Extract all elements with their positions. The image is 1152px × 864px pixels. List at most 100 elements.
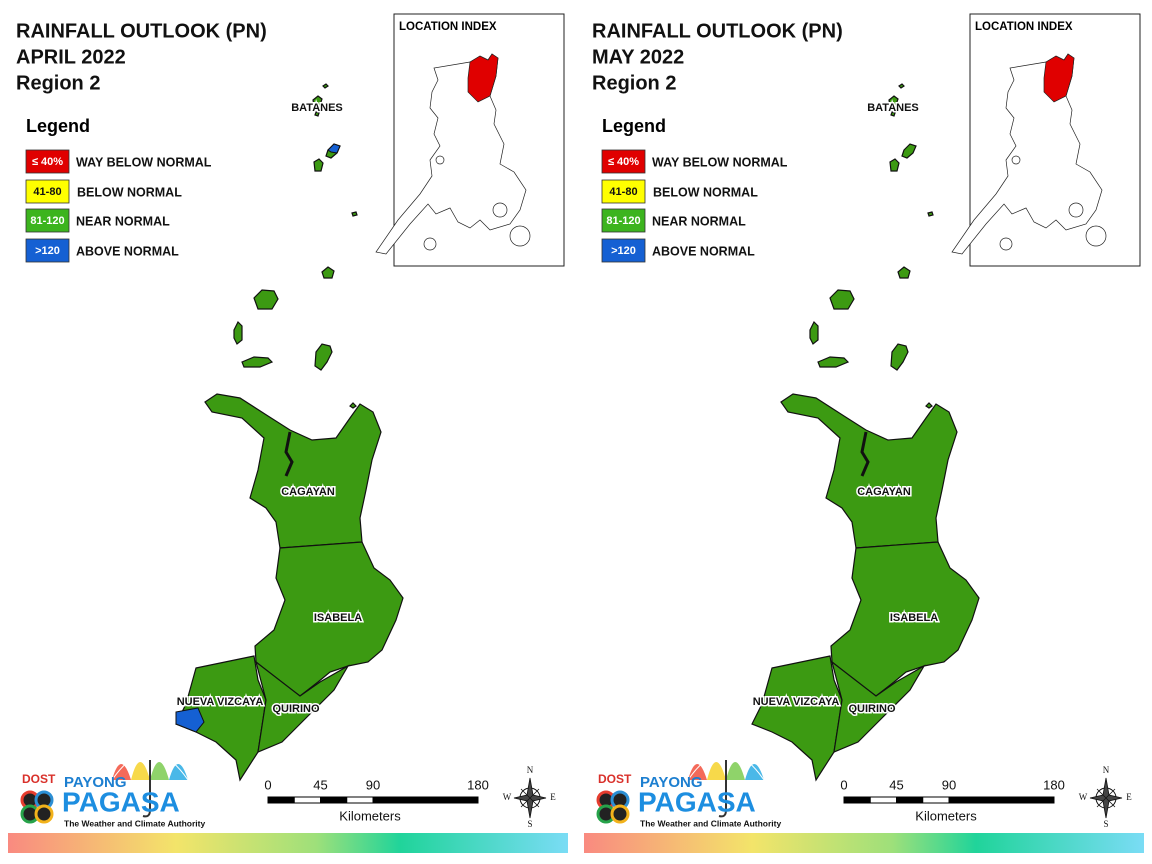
highlight-area <box>327 143 341 154</box>
legend-label: ABOVE NORMAL <box>76 244 179 258</box>
umbrella-handle <box>142 760 151 818</box>
logo-line2: PAGASA <box>638 786 756 817</box>
compass-letter: W <box>503 792 512 802</box>
province-label: QUIRINO <box>272 703 320 715</box>
province-shape <box>927 211 934 217</box>
island-outline <box>492 202 508 218</box>
compass-letter: N <box>1103 765 1110 775</box>
compass-letter: E <box>1126 792 1132 802</box>
legend-swatch <box>601 208 646 233</box>
logo-line1: PAYONG <box>64 774 127 791</box>
umbrella-panel <box>131 762 150 780</box>
province-label: NUEVA VIZCAYA <box>753 696 840 708</box>
boundary <box>284 431 294 477</box>
legend-swatch-text: 81-120 <box>30 215 64 227</box>
province-shape <box>254 660 350 753</box>
province-shape <box>901 143 917 159</box>
umbrella-panel <box>707 762 726 780</box>
compass-letter: S <box>1103 819 1108 829</box>
region-outline <box>1043 53 1075 103</box>
legend-label: WAY BELOW NORMAL <box>652 155 788 169</box>
province-label: QUIRINO <box>848 703 896 715</box>
title-line: Region 2 <box>16 72 100 94</box>
province-shape <box>204 393 382 549</box>
province-shape <box>897 266 911 279</box>
province-shape <box>233 320 243 345</box>
scale-segment <box>293 796 321 804</box>
scale-unit: Kilometers <box>339 808 401 823</box>
location-index-title: LOCATION INDEX <box>975 21 1073 33</box>
province-label: ISABELA <box>890 612 938 624</box>
province-shape <box>925 402 933 409</box>
province-shape <box>829 289 855 310</box>
logo-umbrella <box>111 752 189 818</box>
legend-label: WAY BELOW NORMAL <box>76 155 212 169</box>
compass-letter: E <box>550 792 556 802</box>
province-shape <box>321 266 335 279</box>
scale-label: 45 <box>313 777 327 792</box>
province-shape <box>313 158 324 172</box>
scale-unit: Kilometers <box>915 808 977 823</box>
legend-swatch <box>25 179 70 204</box>
province-label: BATANES <box>291 102 343 114</box>
province-shape <box>888 95 899 107</box>
legend-swatch-text: ≤ 40% <box>32 156 63 168</box>
umbrella-top <box>111 752 189 781</box>
province-label: ISABELA <box>314 612 362 624</box>
legend-label: BELOW NORMAL <box>653 185 758 199</box>
province-label: BATANES <box>867 102 919 114</box>
legend-swatch-text: 41-80 <box>609 186 637 198</box>
compass-star <box>1089 777 1123 819</box>
dost-dot <box>610 804 630 824</box>
island-outline <box>999 237 1013 251</box>
legend-label: ABOVE NORMAL <box>652 244 755 258</box>
umbrella-panel <box>112 764 131 780</box>
island-outline <box>1011 155 1021 165</box>
logo-tagline: The Weather and Climate Authority <box>64 818 205 828</box>
scale-segment <box>320 796 348 804</box>
umbrella-panel <box>745 764 764 780</box>
province-shape <box>890 111 896 117</box>
province-shape <box>241 356 274 368</box>
province-label: NUEVA VIZCAYA <box>177 696 264 708</box>
scale-label: 90 <box>366 777 380 792</box>
boundary <box>860 431 870 477</box>
region-outline <box>467 53 499 103</box>
legend-swatch <box>601 149 646 174</box>
island-outline <box>1068 202 1084 218</box>
province-label: CAGAYAN <box>281 486 335 498</box>
scale-label: 45 <box>889 777 903 792</box>
logo-umbrella <box>687 752 765 818</box>
province-shape <box>322 83 329 89</box>
compass-letter: W <box>1079 792 1088 802</box>
scale-segment <box>372 796 479 804</box>
legend-swatch-text: >120 <box>35 245 60 257</box>
province-shape <box>312 95 323 107</box>
compass-star <box>513 777 547 819</box>
legend-title: Legend <box>26 116 90 136</box>
title-line: RAINFALL OUTLOOK (PN) <box>16 20 267 42</box>
province-label: CAGAYAN <box>857 486 911 498</box>
scale-segment <box>896 796 924 804</box>
highlight-area <box>175 707 205 733</box>
province-shape <box>898 83 905 89</box>
umbrella-top <box>687 752 765 781</box>
legend-swatch-text: ≤ 40% <box>608 156 639 168</box>
scale-segment <box>948 796 1055 804</box>
umbrella-panel <box>150 762 169 780</box>
province-shape <box>890 343 909 371</box>
scale-segment <box>922 796 950 804</box>
logo-agency: DOST <box>22 772 56 786</box>
legend-swatch-text: 81-120 <box>606 215 640 227</box>
province-shape <box>253 289 279 310</box>
province-shape <box>254 541 404 697</box>
compass-letter: S <box>527 819 532 829</box>
province-shape <box>349 402 357 409</box>
island-outline <box>509 225 531 247</box>
legend-label: NEAR NORMAL <box>76 214 170 228</box>
island-outline <box>423 237 437 251</box>
province-shape <box>314 343 333 371</box>
province-shape <box>751 655 843 782</box>
logo-tagline: The Weather and Climate Authority <box>640 818 781 828</box>
scale-segment <box>869 796 897 804</box>
